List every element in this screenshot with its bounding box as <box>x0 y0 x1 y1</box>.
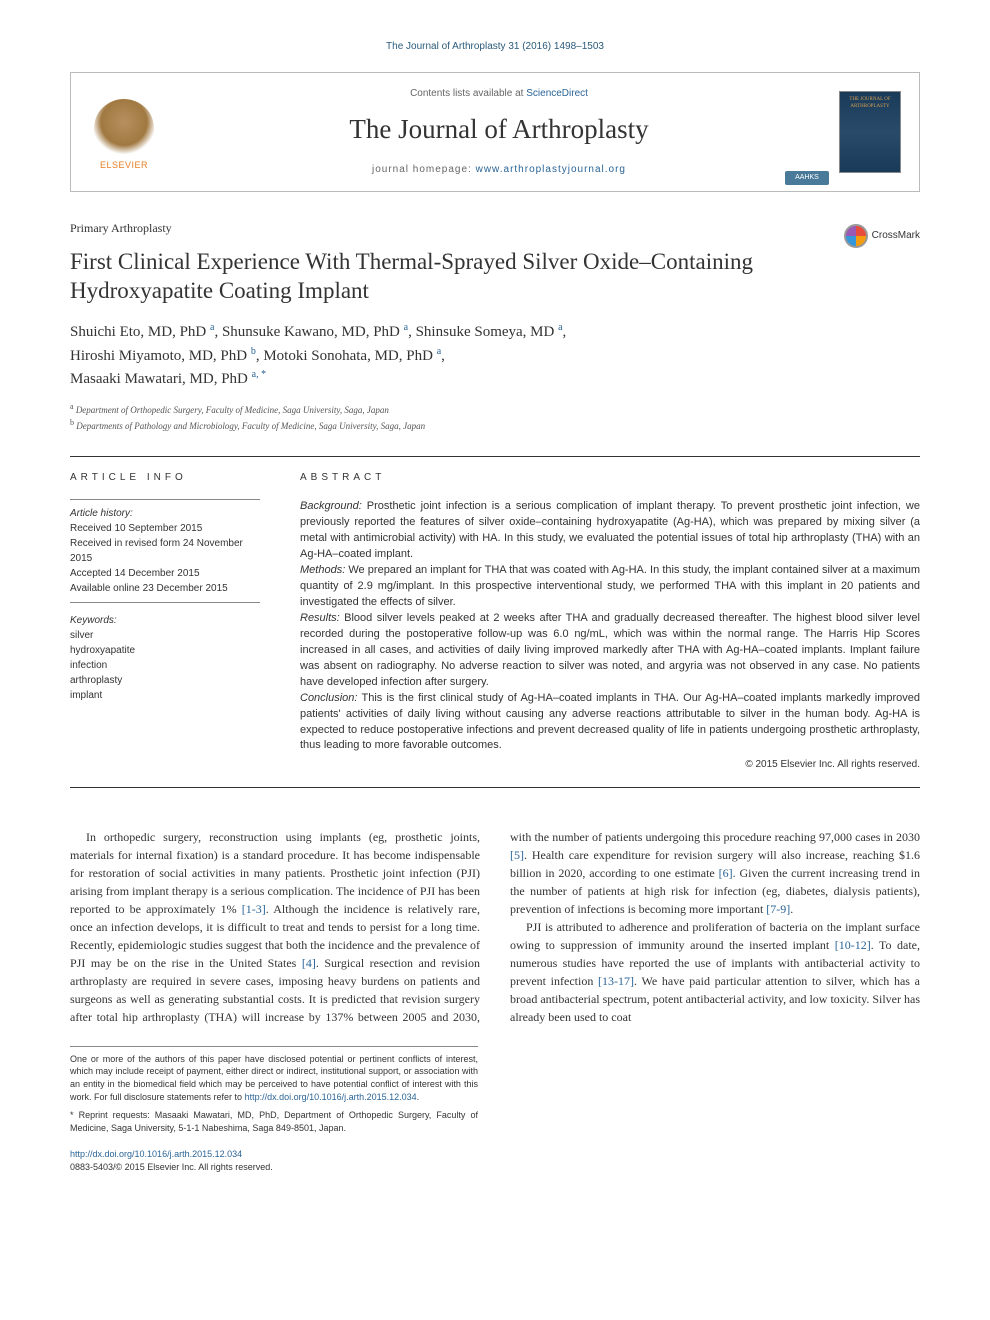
author-affil-marker: b <box>251 346 256 357</box>
keywords-block: Keywords: silver hydroxyapatite infectio… <box>70 613 260 703</box>
author: Shuichi Eto, MD, PhD <box>70 324 206 340</box>
citation-link[interactable]: [7-9] <box>766 902 790 916</box>
citation-link[interactable]: [4] <box>302 956 316 970</box>
abstract-methods: We prepared an implant for THA that was … <box>300 564 920 608</box>
footnotes: One or more of the authors of this paper… <box>70 1046 478 1135</box>
citation-link[interactable]: [13-17] <box>598 974 634 988</box>
journal-masthead: ELSEVIER Contents lists available at Sci… <box>70 72 920 192</box>
body-text: In orthopedic surgery, reconstruction us… <box>70 828 920 1026</box>
author-list: Shuichi Eto, MD, PhD a, Shunsuke Kawano,… <box>70 320 920 391</box>
abstract-copyright: © 2015 Elsevier Inc. All rights reserved… <box>300 758 920 773</box>
body-text-run: . <box>790 902 793 916</box>
affiliation: Department of Orthopedic Surgery, Facult… <box>76 405 389 415</box>
abstract-heading: ABSTRACT <box>300 471 920 486</box>
author-affil-marker: a, * <box>252 369 266 380</box>
keyword: arthroplasty <box>70 673 260 688</box>
abstract-results: Blood silver levels peaked at 2 weeks af… <box>300 612 920 688</box>
abstract: ABSTRACT Background: Prosthetic joint in… <box>300 471 920 773</box>
author-affil-marker: a <box>558 322 562 333</box>
citation-link[interactable]: [1-3] <box>242 902 266 916</box>
crossmark-badge[interactable]: CrossMark <box>844 220 920 252</box>
coi-doi-link[interactable]: http://dx.doi.org/10.1016/j.arth.2015.12… <box>245 1092 417 1102</box>
coi-footnote: One or more of the authors of this paper… <box>70 1053 478 1103</box>
reprint-footnote: * Reprint requests: Masaaki Mawatari, MD… <box>70 1109 478 1134</box>
citation-link[interactable]: [6] <box>719 866 733 880</box>
contents-prefix: Contents lists available at <box>410 88 526 99</box>
homepage-link[interactable]: www.arthroplastyjournal.org <box>476 164 626 175</box>
sciencedirect-link[interactable]: ScienceDirect <box>526 88 588 99</box>
affiliation-list: a Department of Orthopedic Surgery, Facu… <box>70 401 920 434</box>
keyword: implant <box>70 688 260 703</box>
doi-block: http://dx.doi.org/10.1016/j.arth.2015.12… <box>70 1148 920 1173</box>
issn-copyright: 0883-5403/© 2015 Elsevier Inc. All right… <box>70 1162 273 1172</box>
elsevier-text: ELSEVIER <box>100 159 148 172</box>
keyword: silver <box>70 628 260 643</box>
title-block: Primary Arthroplasty First Clinical Expe… <box>70 220 844 321</box>
abstract-results-label: Results: <box>300 612 340 624</box>
abstract-methods-label: Methods: <box>300 564 345 576</box>
citation-link[interactable]: [10-12] <box>835 938 871 952</box>
abstract-background-label: Background: <box>300 500 362 512</box>
masthead-center: Contents lists available at ScienceDirec… <box>179 87 819 177</box>
author-affil-marker: a <box>437 346 441 357</box>
keywords-label: Keywords: <box>70 613 260 628</box>
affiliation: Departments of Pathology and Microbiolog… <box>76 421 425 431</box>
doi-link[interactable]: http://dx.doi.org/10.1016/j.arth.2015.12… <box>70 1149 242 1159</box>
history-online: Available online 23 December 2015 <box>70 581 260 596</box>
homepage-prefix: journal homepage: <box>372 164 476 175</box>
history-revised: Received in revised form 24 November 201… <box>70 536 260 566</box>
elsevier-tree-icon <box>94 99 154 157</box>
history-label: Article history: <box>70 506 260 521</box>
article-type: Primary Arthroplasty <box>70 220 844 237</box>
section-rule <box>70 456 920 457</box>
author: Motoki Sonohata, MD, PhD <box>263 348 433 364</box>
citation-line: The Journal of Arthroplasty 31 (2016) 14… <box>70 40 920 54</box>
body-text-run: the rise in the United States <box>151 956 301 970</box>
history-received: Received 10 September 2015 <box>70 521 260 536</box>
journal-name: The Journal of Arthroplasty <box>179 111 819 149</box>
crossmark-icon <box>844 224 868 248</box>
body-paragraph: PJI is attributed to adherence and proli… <box>510 918 920 1026</box>
elsevier-logo: ELSEVIER <box>89 92 159 172</box>
author: Masaaki Mawatari, MD, PhD <box>70 371 248 387</box>
aahks-badge: AAHKS <box>785 171 829 185</box>
cover-thumb-title: THE JOURNAL OF ARTHROPLASTY <box>844 96 896 110</box>
crossmark-label: CrossMark <box>872 229 920 243</box>
author-affil-marker: a <box>404 322 408 333</box>
homepage-line: journal homepage: www.arthroplastyjourna… <box>179 163 819 177</box>
abstract-conclusion-label: Conclusion: <box>300 692 357 704</box>
citation-link[interactable]: [5] <box>510 848 524 862</box>
article-title: First Clinical Experience With Thermal-S… <box>70 247 844 307</box>
article-history: Article history: Received 10 September 2… <box>70 499 260 603</box>
article-info-sidebar: ARTICLE INFO Article history: Received 1… <box>70 471 260 773</box>
keyword: infection <box>70 658 260 673</box>
keyword: hydroxyapatite <box>70 643 260 658</box>
history-accepted: Accepted 14 December 2015 <box>70 566 260 581</box>
section-rule <box>70 787 920 788</box>
author-affil-marker: a <box>210 322 214 333</box>
contents-available-line: Contents lists available at ScienceDirec… <box>179 87 819 101</box>
abstract-background: Prosthetic joint infection is a serious … <box>300 500 920 560</box>
author: Shunsuke Kawano, MD, PhD <box>222 324 400 340</box>
author: Shinsuke Someya, MD <box>416 324 555 340</box>
abstract-conclusion: This is the first clinical study of Ag-H… <box>300 692 920 752</box>
journal-cover-thumbnail: THE JOURNAL OF ARTHROPLASTY <box>839 91 901 173</box>
author: Hiroshi Miyamoto, MD, PhD <box>70 348 247 364</box>
article-info-heading: ARTICLE INFO <box>70 471 260 485</box>
